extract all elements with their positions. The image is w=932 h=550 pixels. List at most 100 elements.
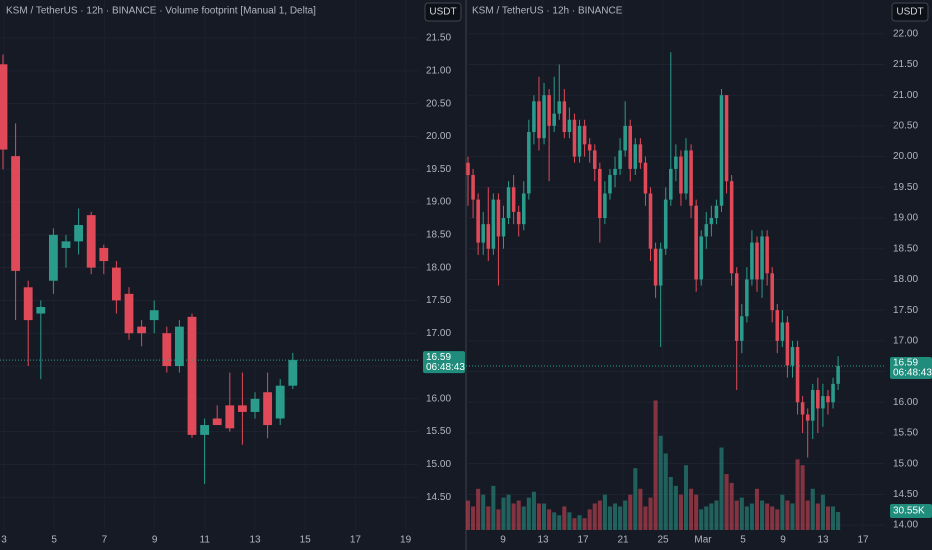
candle-body	[795, 346, 800, 403]
volume-bar	[714, 500, 719, 530]
y-tick-label: 18.50	[893, 243, 918, 254]
candle-body	[745, 279, 749, 317]
x-tick-label: 17	[857, 535, 869, 546]
volume-tag	[890, 504, 932, 518]
candle-body	[592, 150, 597, 169]
candle-body	[618, 150, 622, 169]
volume-bar	[633, 468, 638, 530]
candle-body	[471, 175, 475, 200]
y-tick-label: 21.00	[426, 65, 451, 76]
volume-bar	[501, 497, 506, 530]
candle-body	[111, 267, 121, 301]
volume-bar	[628, 494, 633, 530]
volume-bar	[623, 500, 628, 530]
y-tick-label: 18.00	[426, 262, 451, 273]
y-tick-label: 20.00	[426, 131, 451, 142]
volume-bar	[770, 506, 775, 530]
x-tick-label: 13	[817, 535, 829, 546]
volume-bar	[521, 506, 526, 530]
volume-bar	[557, 515, 562, 530]
chart-title: KSM / TetherUS · 12h · BINANCE · Volume …	[6, 6, 316, 17]
volume-bar	[760, 500, 765, 530]
candle-body	[790, 346, 795, 366]
volume-bar	[638, 488, 643, 530]
candle-body	[542, 95, 546, 139]
volume-bar	[618, 506, 623, 530]
candle-body	[694, 205, 698, 280]
y-tick-label: 15.50	[893, 428, 918, 439]
volume-bar	[582, 518, 587, 530]
countdown-label: 06:48:43	[893, 368, 932, 379]
currency-label: USDT	[429, 7, 456, 18]
candle-body	[816, 389, 820, 409]
volume-bar	[597, 500, 602, 530]
candle-body	[174, 326, 184, 367]
candle-body	[263, 392, 273, 426]
x-tick-label: 13	[537, 535, 549, 546]
y-tick-label: 19.00	[426, 197, 451, 208]
candle-body	[516, 211, 521, 225]
volume-bar	[780, 494, 785, 530]
volume-bar	[643, 506, 648, 530]
candle-body	[663, 199, 668, 249]
candle-body	[149, 310, 159, 321]
x-tick-label: 9	[780, 535, 786, 546]
candle-body	[521, 193, 526, 225]
x-tick-label: 3	[1, 535, 7, 546]
candle-body	[689, 150, 693, 206]
x-tick-label: 21	[617, 535, 629, 546]
currency-button[interactable]	[891, 2, 929, 22]
volume-bar	[476, 488, 481, 530]
candle-body	[613, 168, 617, 176]
x-tick-label: 5	[740, 535, 746, 546]
candle-body	[587, 144, 592, 151]
volume-bar	[516, 500, 521, 530]
volume-bar	[694, 494, 699, 530]
volume-label: 30.55K	[893, 506, 925, 517]
volume-bar	[673, 485, 678, 530]
volume-bar	[785, 500, 790, 530]
volume-bar	[820, 494, 825, 530]
candle-body	[780, 322, 785, 341]
candle-body	[603, 193, 607, 219]
volume-bar	[486, 506, 491, 530]
volume-bar	[790, 503, 795, 530]
candle-body	[511, 187, 516, 212]
candle-body	[476, 199, 480, 243]
y-tick-label: 15.00	[426, 459, 451, 470]
candle-body	[608, 175, 612, 194]
candle-body	[562, 101, 567, 133]
candle-body	[669, 168, 673, 200]
volume-bar	[663, 453, 668, 530]
candle-body	[86, 215, 96, 268]
x-tick-label: Mar	[694, 535, 712, 546]
y-tick-label: 16.00	[426, 393, 451, 404]
volume-bar	[592, 503, 597, 530]
x-tick-label: 17	[577, 535, 589, 546]
candle-body	[48, 234, 58, 281]
y-tick-label: 17.00	[426, 328, 451, 339]
volume-bar	[602, 494, 607, 530]
volume-bar	[683, 465, 689, 530]
candle-body	[740, 316, 744, 341]
candle-body	[805, 414, 810, 421]
volume-bar	[607, 506, 612, 530]
candle-body	[598, 168, 602, 219]
candle-body	[785, 322, 790, 366]
last-price-tag	[890, 357, 932, 380]
candle-body	[11, 156, 21, 271]
volume-bar	[547, 509, 552, 530]
y-tick-label: 14.50	[893, 489, 918, 500]
volume-bar	[648, 497, 653, 530]
candle-body	[572, 119, 577, 157]
volume-bar	[704, 506, 709, 530]
volume-bar	[825, 506, 830, 530]
volume-bar	[795, 459, 800, 530]
candle-body	[628, 125, 633, 169]
volume-bar	[724, 474, 729, 530]
currency-button[interactable]	[424, 2, 462, 22]
candle-body	[674, 156, 678, 169]
volume-bar	[653, 400, 658, 530]
x-tick-label: 13	[249, 535, 261, 546]
